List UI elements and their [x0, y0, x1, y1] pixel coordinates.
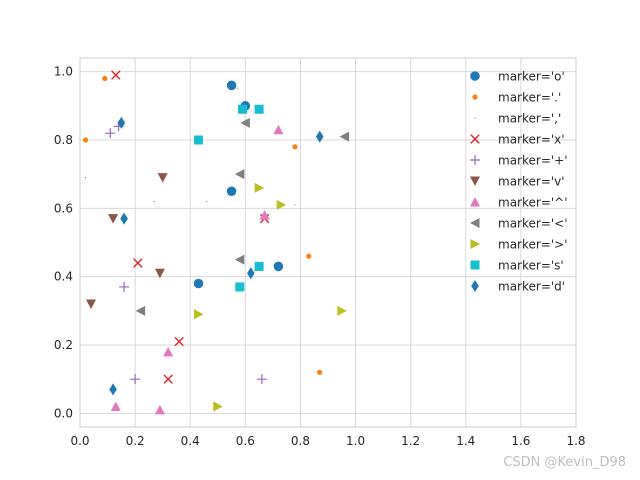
data-point — [339, 131, 350, 142]
plot-frame — [79, 57, 577, 428]
legend-marker — [470, 176, 480, 186]
legend-label: marker='d' — [498, 280, 565, 294]
data-point — [236, 88, 238, 90]
x-tick-label: 1.0 — [346, 434, 365, 448]
data-point — [163, 374, 173, 384]
data-point — [234, 254, 245, 265]
legend-label: marker='<' — [498, 217, 568, 231]
x-tick-label: 0.8 — [291, 434, 310, 448]
data-point — [337, 305, 347, 316]
data-point — [163, 346, 174, 357]
legend-label: marker='s' — [498, 259, 564, 273]
legend-marker — [470, 197, 480, 207]
data-point — [174, 336, 184, 347]
legend-marker — [474, 117, 476, 119]
data-point — [235, 282, 245, 292]
legend-marker — [470, 134, 480, 144]
data-point — [193, 135, 203, 145]
axis-ticks: 0.0 0.2 0.4 0.6 0.8 1.0 1.2 1.4 1.6 1.8 0.0 0.2 0.4 0… — [54, 65, 586, 448]
x-tick-label: 1.4 — [456, 434, 475, 448]
data-point — [273, 124, 284, 135]
x-tick-label: 0.6 — [236, 434, 255, 448]
y-tick-label: 0.4 — [54, 270, 73, 284]
data-point — [120, 212, 128, 225]
x-tick-label: 0.4 — [181, 434, 200, 448]
legend-label: marker='>' — [498, 238, 568, 252]
data-point — [256, 374, 267, 385]
data-point — [82, 137, 89, 143]
data-point — [110, 401, 121, 411]
data-point — [135, 305, 146, 316]
legend-label: marker='x' — [498, 133, 565, 147]
data-point — [193, 309, 204, 320]
data-point — [111, 70, 121, 80]
legend-marker — [471, 280, 479, 292]
data-point — [102, 75, 108, 82]
plot-area — [80, 58, 576, 427]
data-point — [273, 261, 284, 272]
data-point — [254, 182, 265, 193]
data-point — [153, 201, 155, 202]
y-tick-label: 0.6 — [54, 201, 73, 215]
legend-marker — [470, 260, 480, 270]
legend-marker — [470, 155, 480, 165]
data-point — [294, 204, 296, 206]
legend-label: marker='^' — [498, 196, 568, 210]
legend-marker — [470, 218, 480, 228]
data-point — [259, 210, 270, 220]
data-points — [82, 70, 350, 415]
data-point — [206, 201, 208, 202]
data-point — [108, 214, 119, 224]
x-tick-label: 0.2 — [126, 434, 145, 448]
data-point — [276, 199, 287, 210]
data-point — [238, 104, 248, 114]
data-point — [86, 299, 97, 309]
data-point — [117, 116, 126, 129]
legend-label: marker=',' — [498, 112, 561, 126]
data-point — [254, 104, 264, 114]
data-point — [240, 117, 250, 128]
data-point — [292, 144, 298, 150]
data-point — [85, 177, 87, 179]
data-point — [317, 369, 323, 375]
legend-label: marker='o' — [498, 70, 565, 84]
data-point — [154, 268, 165, 279]
data-point — [133, 258, 143, 268]
x-tick-label: 0.0 — [70, 434, 89, 448]
legend-label: marker='v' — [498, 175, 565, 189]
legend-marker — [472, 94, 478, 100]
data-point — [193, 278, 204, 289]
x-tick-label: 1.6 — [511, 434, 530, 448]
data-point — [154, 404, 165, 415]
data-point — [157, 173, 168, 183]
data-point — [226, 80, 237, 91]
data-point — [254, 261, 264, 271]
y-tick-label: 1.0 — [54, 65, 73, 79]
data-point — [213, 401, 223, 412]
y-tick-label: 0.8 — [54, 133, 73, 147]
data-point — [119, 281, 130, 292]
x-tick-label: 1.2 — [401, 434, 420, 448]
x-tick-label: 1.8 — [566, 434, 585, 448]
legend-label: marker='+' — [498, 154, 568, 168]
legend-marker — [470, 239, 480, 249]
data-point — [247, 267, 255, 280]
data-point — [130, 374, 141, 385]
legend: marker='o' marker='.' marker=',' marker='x'… — [470, 70, 568, 294]
data-point — [234, 169, 245, 180]
legend-label: marker='.' — [498, 91, 561, 105]
legend-marker — [470, 71, 480, 81]
data-point — [226, 186, 237, 197]
data-point — [105, 128, 116, 139]
data-point — [315, 130, 324, 143]
y-tick-label: 0.0 — [54, 406, 73, 420]
watermark-text: CSDN @Kevin_D98 — [503, 455, 626, 470]
data-point — [109, 383, 117, 396]
y-tick-label: 0.2 — [54, 338, 73, 352]
data-point — [306, 253, 312, 259]
